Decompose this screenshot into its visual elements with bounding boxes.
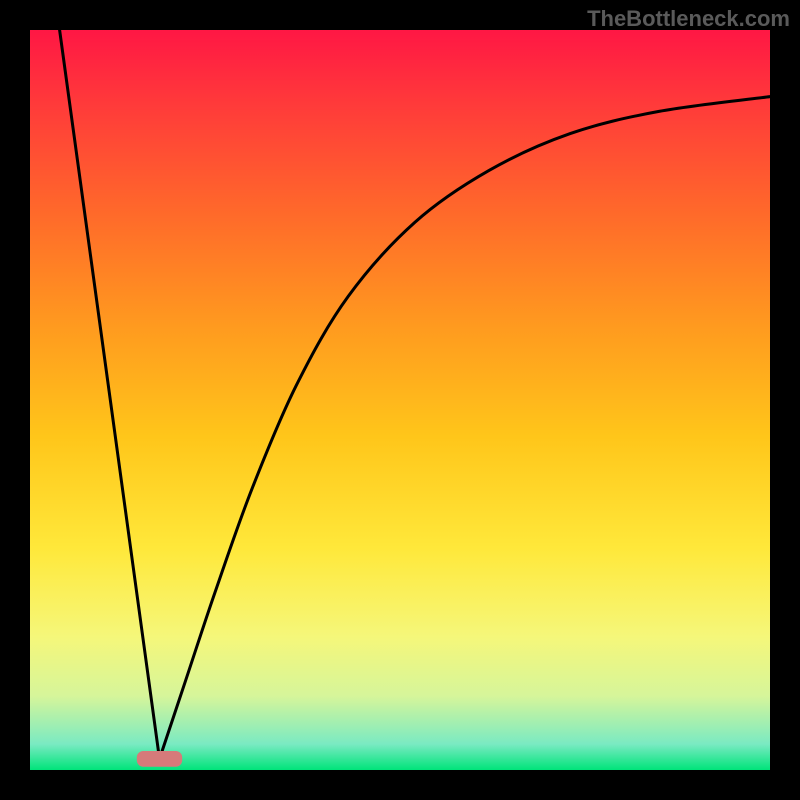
gradient-background <box>30 30 770 770</box>
chart-container: { "watermark": { "text": "TheBottleneck.… <box>0 0 800 800</box>
watermark-text: TheBottleneck.com <box>587 6 790 32</box>
vertex-marker <box>137 752 181 767</box>
bottleneck-chart <box>0 0 800 800</box>
